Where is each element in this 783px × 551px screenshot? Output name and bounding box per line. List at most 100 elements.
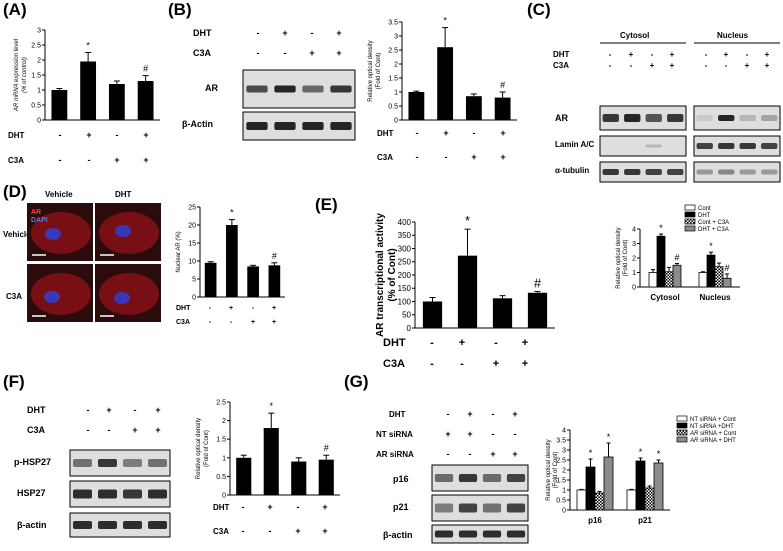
dht-row-label: DHT bbox=[389, 410, 406, 419]
condition-sign: + bbox=[670, 50, 675, 59]
condition-sign: + bbox=[500, 152, 505, 162]
condition-sign: - bbox=[430, 358, 434, 370]
dht-row-label: DHT bbox=[213, 503, 230, 512]
blot-band bbox=[482, 474, 502, 482]
bar bbox=[648, 272, 658, 288]
chart-e: 0 50 100 150 200 250 300 350 400 * # AR transcripti… bbox=[375, 213, 555, 337]
condition-sign: - bbox=[494, 337, 498, 349]
bar bbox=[626, 489, 637, 511]
c3a-row-label: C3A bbox=[553, 61, 569, 70]
western-blot-b bbox=[242, 69, 356, 141]
condition-sign: - bbox=[416, 128, 419, 138]
blot-band bbox=[246, 85, 268, 93]
y-tick-label: 1.5 bbox=[31, 72, 41, 79]
stain-label-dapi: DAPI bbox=[31, 217, 48, 224]
legend-label-rest: siRNA + DHT bbox=[698, 438, 736, 444]
condition-sign: + bbox=[650, 61, 655, 70]
panel-label-d: (D) bbox=[3, 182, 27, 201]
blot-band bbox=[696, 143, 713, 149]
condition-sign: - bbox=[445, 152, 448, 162]
ar-sirna-label: AR siRNA bbox=[376, 450, 414, 459]
nucleus bbox=[44, 291, 60, 303]
condition-sign: + bbox=[309, 48, 314, 58]
condition-sign: - bbox=[209, 319, 212, 326]
y-tick-label: 0 bbox=[192, 294, 196, 301]
y-tick-label: 2.5 bbox=[216, 399, 226, 406]
y-tick-label: 50 bbox=[402, 311, 411, 320]
blot-label-p16: p16 bbox=[393, 474, 409, 484]
y-tick-label: 350 bbox=[398, 231, 412, 240]
dht-row-label: DHT bbox=[383, 337, 406, 349]
chart-g: 0 0.5 1 1.5 2 2.5 3 3.5 4 * * p16 * * p21 Relative opti… bbox=[546, 415, 737, 525]
y-axis-label: Relative optical density bbox=[546, 439, 552, 500]
chart-f: 0 0.5 1 1.5 2 2.5 * # Relative optical density (F… bbox=[196, 399, 340, 499]
legend-swatch bbox=[676, 422, 688, 429]
bar bbox=[80, 61, 97, 120]
y-tick-label: 5 bbox=[192, 276, 196, 283]
condition-sign: - bbox=[87, 405, 90, 415]
blot-band bbox=[98, 459, 117, 467]
c3a-signs-bchart: - - + + bbox=[416, 152, 506, 162]
bar bbox=[236, 457, 252, 495]
blot-label-hsp27: HSP27 bbox=[17, 488, 46, 498]
y-tick-label: 15 bbox=[188, 240, 196, 247]
blot-band bbox=[458, 530, 478, 538]
blot-band bbox=[73, 521, 92, 529]
y-tick-label: 400 bbox=[398, 218, 412, 227]
y-axis-label: Relative optical density bbox=[368, 40, 374, 101]
blot-band bbox=[123, 489, 142, 499]
y-tick-label: 0 bbox=[37, 117, 41, 124]
bar bbox=[576, 489, 587, 511]
condition-sign: - bbox=[108, 425, 111, 435]
condition-sign: - bbox=[297, 502, 300, 512]
y-tick-label: 0 bbox=[632, 285, 636, 292]
y-tick-label: 0 bbox=[407, 324, 412, 333]
condition-sign: - bbox=[609, 50, 612, 59]
panel-label-a: (A) bbox=[3, 0, 27, 19]
condition-sign: + bbox=[272, 319, 276, 326]
condition-sign: + bbox=[512, 449, 517, 459]
bar bbox=[263, 428, 279, 495]
dht-row-label: DHT bbox=[27, 405, 46, 415]
condition-sign: + bbox=[282, 28, 287, 38]
condition-sign: + bbox=[322, 526, 327, 536]
condition-sign: + bbox=[500, 128, 505, 138]
blot-band bbox=[739, 169, 756, 175]
bar bbox=[268, 265, 281, 297]
blot-band bbox=[148, 459, 167, 467]
significance-mark: * bbox=[589, 448, 593, 458]
blot-frame bbox=[431, 524, 529, 544]
condition-sign: - bbox=[257, 28, 260, 38]
bar bbox=[656, 235, 666, 288]
significance-mark: # bbox=[534, 275, 542, 290]
condition-sign: - bbox=[88, 155, 91, 165]
y-tick-label: 2 bbox=[37, 57, 41, 64]
condition-sign: - bbox=[725, 61, 728, 70]
condition-sign: - bbox=[746, 50, 749, 59]
condition-sign: - bbox=[116, 130, 119, 140]
c3a-row-label: C3A bbox=[27, 425, 46, 435]
condition-sign: + bbox=[745, 61, 750, 70]
significance-mark: * bbox=[465, 213, 470, 228]
y-axis-label: AR transcriptional activity bbox=[375, 213, 386, 337]
blot-band bbox=[434, 503, 454, 513]
significance-mark: * bbox=[86, 41, 90, 51]
blot-band bbox=[645, 169, 662, 175]
blot-band bbox=[302, 122, 324, 130]
y-tick-label: 0 bbox=[394, 117, 398, 124]
panel-label-b: (B) bbox=[168, 0, 192, 19]
blot-band bbox=[434, 474, 454, 482]
c3a-row-label: C3A bbox=[193, 48, 212, 58]
y-tick-label: 1 bbox=[562, 488, 566, 495]
significance-mark: # bbox=[724, 263, 729, 273]
legend-label: NT siRNA +DHT bbox=[690, 424, 734, 430]
y-tick-label: 4 bbox=[632, 227, 636, 234]
blot-band bbox=[645, 114, 662, 122]
cell-body bbox=[31, 273, 91, 315]
condition-sign: - bbox=[651, 50, 654, 59]
legend-label: NT siRNA + Cont bbox=[690, 417, 736, 423]
blot-band bbox=[123, 521, 142, 529]
condition-sign: - bbox=[473, 128, 476, 138]
y-tick-label: 3 bbox=[394, 33, 398, 40]
